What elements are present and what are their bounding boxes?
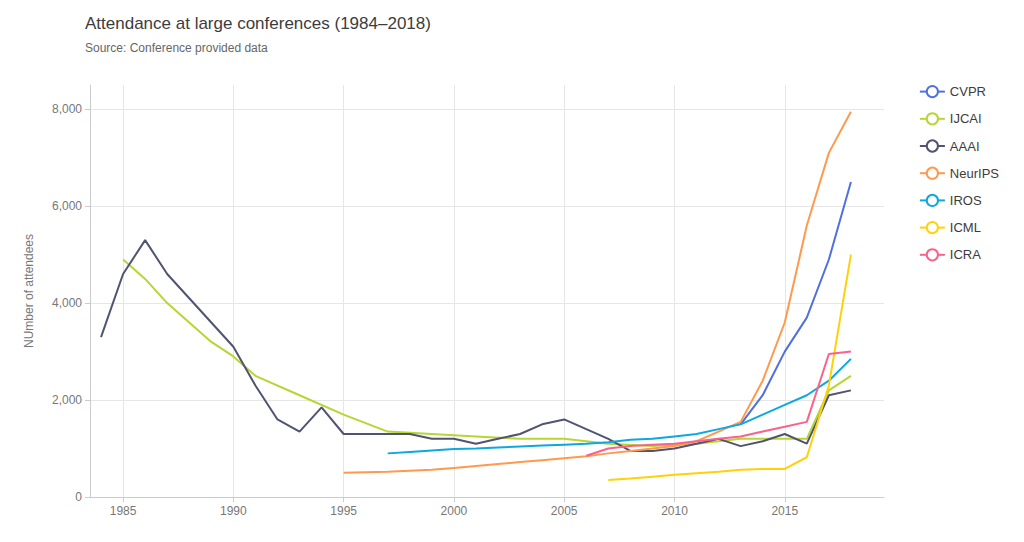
svg-text:IROS: IROS: [950, 193, 982, 208]
svg-text:AAAI: AAAI: [950, 139, 980, 154]
svg-text:ICRA: ICRA: [950, 247, 981, 262]
svg-text:ICML: ICML: [950, 220, 981, 235]
svg-text:2005: 2005: [551, 504, 578, 518]
svg-text:8,000: 8,000: [52, 102, 82, 116]
svg-text:Source: Conference provided da: Source: Conference provided data: [85, 41, 268, 55]
svg-text:0: 0: [75, 490, 82, 504]
svg-text:NUmber of attendees: NUmber of attendees: [22, 234, 36, 348]
svg-text:2010: 2010: [661, 504, 688, 518]
svg-text:6,000: 6,000: [52, 199, 82, 213]
svg-text:1995: 1995: [330, 504, 357, 518]
svg-text:4,000: 4,000: [52, 296, 82, 310]
svg-text:IJCAI: IJCAI: [950, 111, 982, 126]
svg-text:Attendance at large conference: Attendance at large conferences (1984–20…: [85, 14, 431, 33]
svg-text:1990: 1990: [220, 504, 247, 518]
svg-text:2,000: 2,000: [52, 393, 82, 407]
svg-text:2015: 2015: [771, 504, 798, 518]
svg-text:CVPR: CVPR: [950, 84, 986, 99]
svg-text:2000: 2000: [441, 504, 468, 518]
svg-text:1985: 1985: [110, 504, 137, 518]
svg-text:NeurIPS: NeurIPS: [950, 166, 999, 181]
